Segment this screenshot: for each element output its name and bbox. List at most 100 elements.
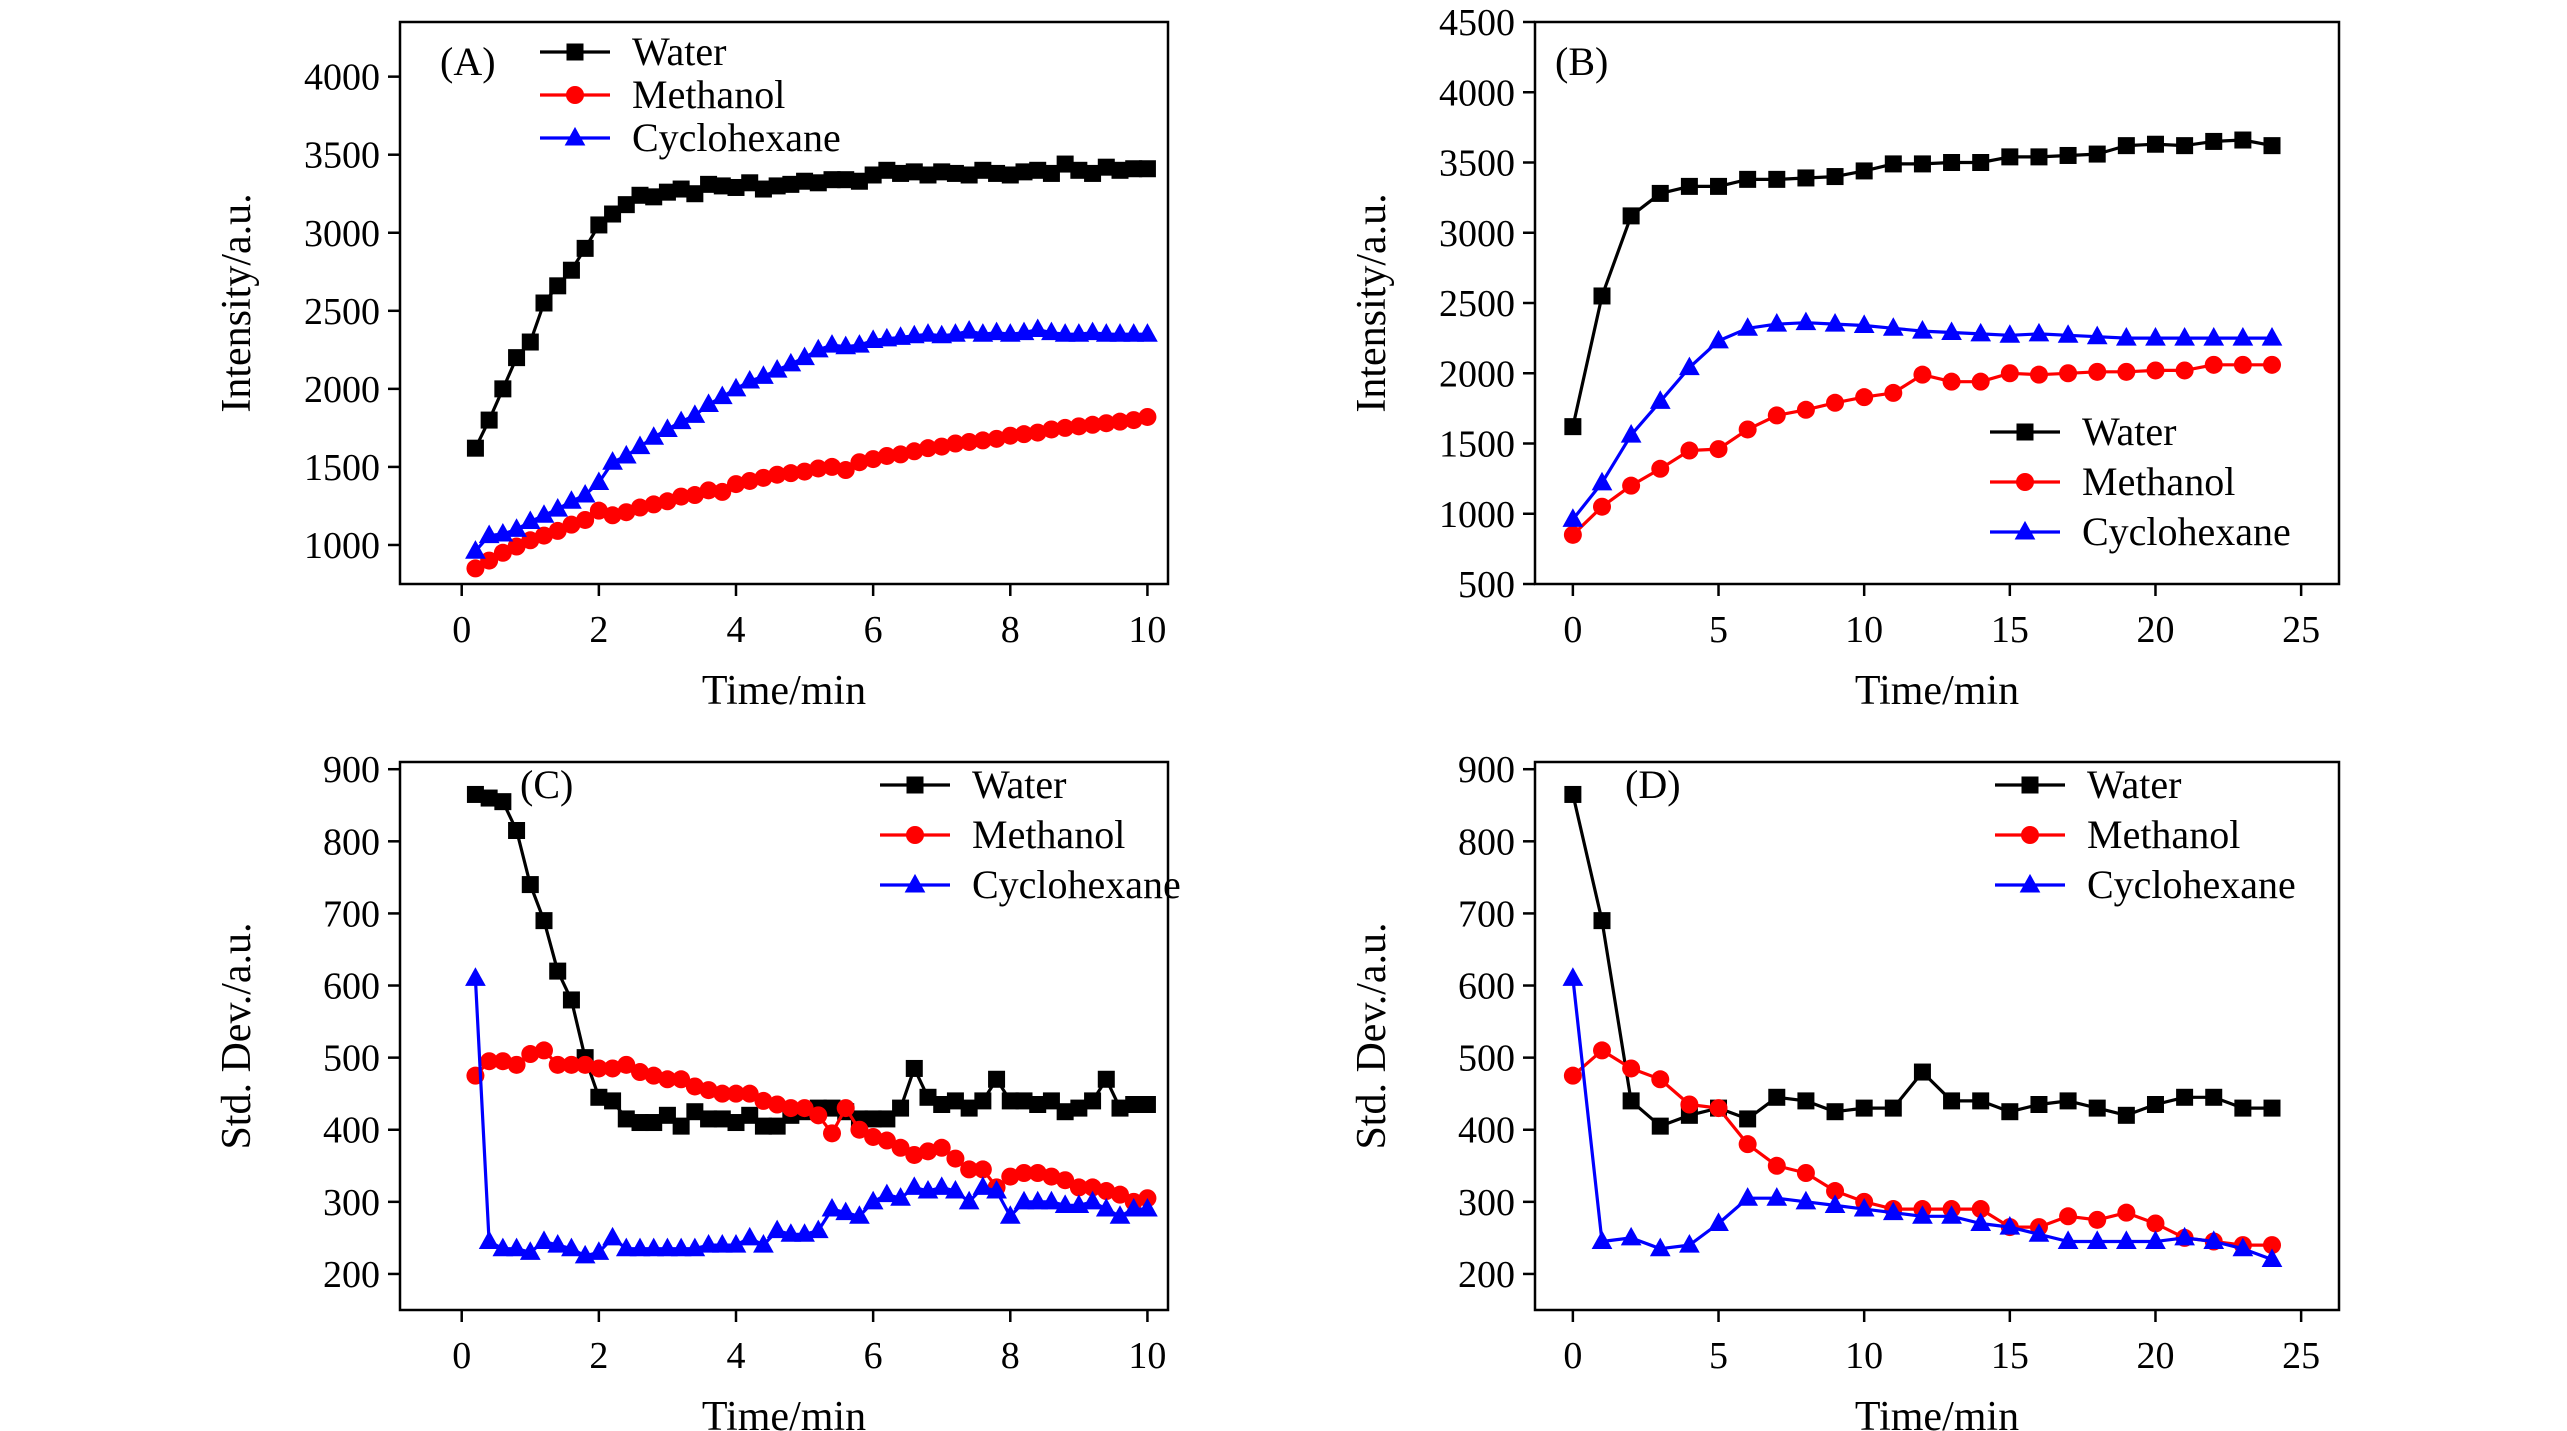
data-point (849, 334, 870, 353)
x-tick-label: 2 (589, 609, 608, 651)
data-point (1943, 1092, 1961, 1110)
data-point (768, 177, 786, 195)
y-axis-title: Std. Dev./a.u. (1349, 922, 1395, 1149)
data-point (2059, 1207, 2078, 1226)
series-methanol (466, 407, 1157, 578)
data-point (1015, 163, 1033, 181)
data-point (2029, 365, 2048, 384)
data-point (1679, 1234, 1700, 1253)
data-point (1027, 318, 1049, 338)
data-point (973, 1160, 992, 1179)
data-point (974, 161, 992, 179)
y-tick-label: 900 (323, 749, 380, 791)
data-point (2176, 137, 2194, 155)
data-point (713, 1110, 731, 1128)
data-point (1084, 1092, 1102, 1110)
data-point (1826, 168, 1844, 186)
data-point (713, 482, 732, 501)
data-point (725, 1234, 747, 1253)
legend-label: Cyclohexane (2087, 862, 2296, 907)
data-point (1680, 441, 1699, 460)
data-point (835, 1201, 857, 1221)
panel-label: (D) (1625, 762, 1681, 807)
data-point (1884, 1099, 1902, 1117)
data-point (480, 411, 498, 429)
data-point (946, 434, 965, 453)
data-point (892, 1099, 910, 1117)
y-tick-label: 3000 (304, 213, 380, 255)
data-point (1971, 372, 1990, 391)
data-point (615, 1237, 637, 1257)
legend-marker (2021, 826, 2039, 844)
data-point (945, 1179, 966, 1199)
series-water (1564, 131, 2281, 436)
data-point (1097, 1070, 1115, 1088)
panel-c: 0 2 4 6 8 10 200 300 400 500 600 700 800 900 Time/min S… (214, 749, 1181, 1431)
data-point (1001, 1092, 1019, 1110)
data-point (1651, 1117, 1669, 1135)
series-cyclohexane (465, 318, 1158, 559)
data-point (891, 1138, 910, 1157)
data-point (686, 1103, 704, 1121)
legend-entry: Methanol (880, 812, 1125, 857)
data-point (657, 1237, 678, 1257)
data-point (807, 338, 829, 358)
y-axis-title: Std. Dev./a.u. (214, 922, 260, 1149)
data-point (465, 540, 486, 559)
data-point (1739, 1110, 1757, 1128)
data-point (1884, 383, 1903, 402)
legend-entry: Cyclohexane (1990, 509, 2291, 554)
x-tick-label: 25 (2282, 609, 2320, 651)
data-point (795, 1099, 814, 1118)
data-point (1124, 411, 1143, 430)
data-point (1029, 1096, 1047, 1113)
data-point (727, 1114, 745, 1132)
data-point (1853, 314, 1875, 333)
data-point (1083, 1178, 1102, 1197)
data-point (891, 445, 910, 464)
data-point (631, 498, 649, 517)
data-point (739, 1226, 761, 1246)
data-point (974, 1092, 992, 1110)
data-point (2146, 361, 2165, 380)
x-tick-label: 20 (2136, 1335, 2174, 1377)
data-point (1564, 785, 1582, 803)
data-point (2086, 325, 2108, 345)
data-point (562, 991, 580, 1009)
data-point (1913, 155, 1931, 173)
data-point (1097, 414, 1116, 433)
y-tick-label: 500 (323, 1038, 380, 1080)
x-tick-label: 6 (864, 609, 883, 651)
data-point (946, 1092, 964, 1110)
data-point (2115, 327, 2137, 346)
data-point (753, 365, 774, 384)
data-point (740, 471, 759, 490)
data-point (905, 442, 924, 461)
data-point (946, 1149, 965, 1168)
data-point (754, 468, 773, 487)
data-point (933, 1096, 951, 1113)
data-point (1855, 162, 1873, 180)
data-point (590, 216, 608, 234)
legend-label: Water (632, 29, 727, 74)
x-tick-label: 15 (1991, 1335, 2029, 1377)
data-point (617, 196, 635, 214)
y-tick-label: 700 (1458, 893, 1515, 935)
data-point (1913, 1063, 1931, 1081)
x-axis-title: Time/min (702, 668, 866, 714)
data-point (1649, 390, 1671, 409)
panel-label: (A) (440, 39, 496, 84)
series-line (474, 415, 1148, 570)
y-tick-label: 3500 (1439, 143, 1515, 185)
data-point (1620, 1226, 1642, 1246)
data-point (2146, 135, 2164, 153)
data-point (1125, 1096, 1143, 1113)
legend-label: Methanol (972, 812, 1125, 857)
data-point (519, 510, 541, 530)
data-point (1649, 1237, 1671, 1257)
data-point (1095, 1197, 1117, 1217)
data-point (698, 1234, 719, 1253)
data-point (602, 451, 623, 470)
data-point (864, 450, 883, 469)
data-point (549, 277, 567, 295)
